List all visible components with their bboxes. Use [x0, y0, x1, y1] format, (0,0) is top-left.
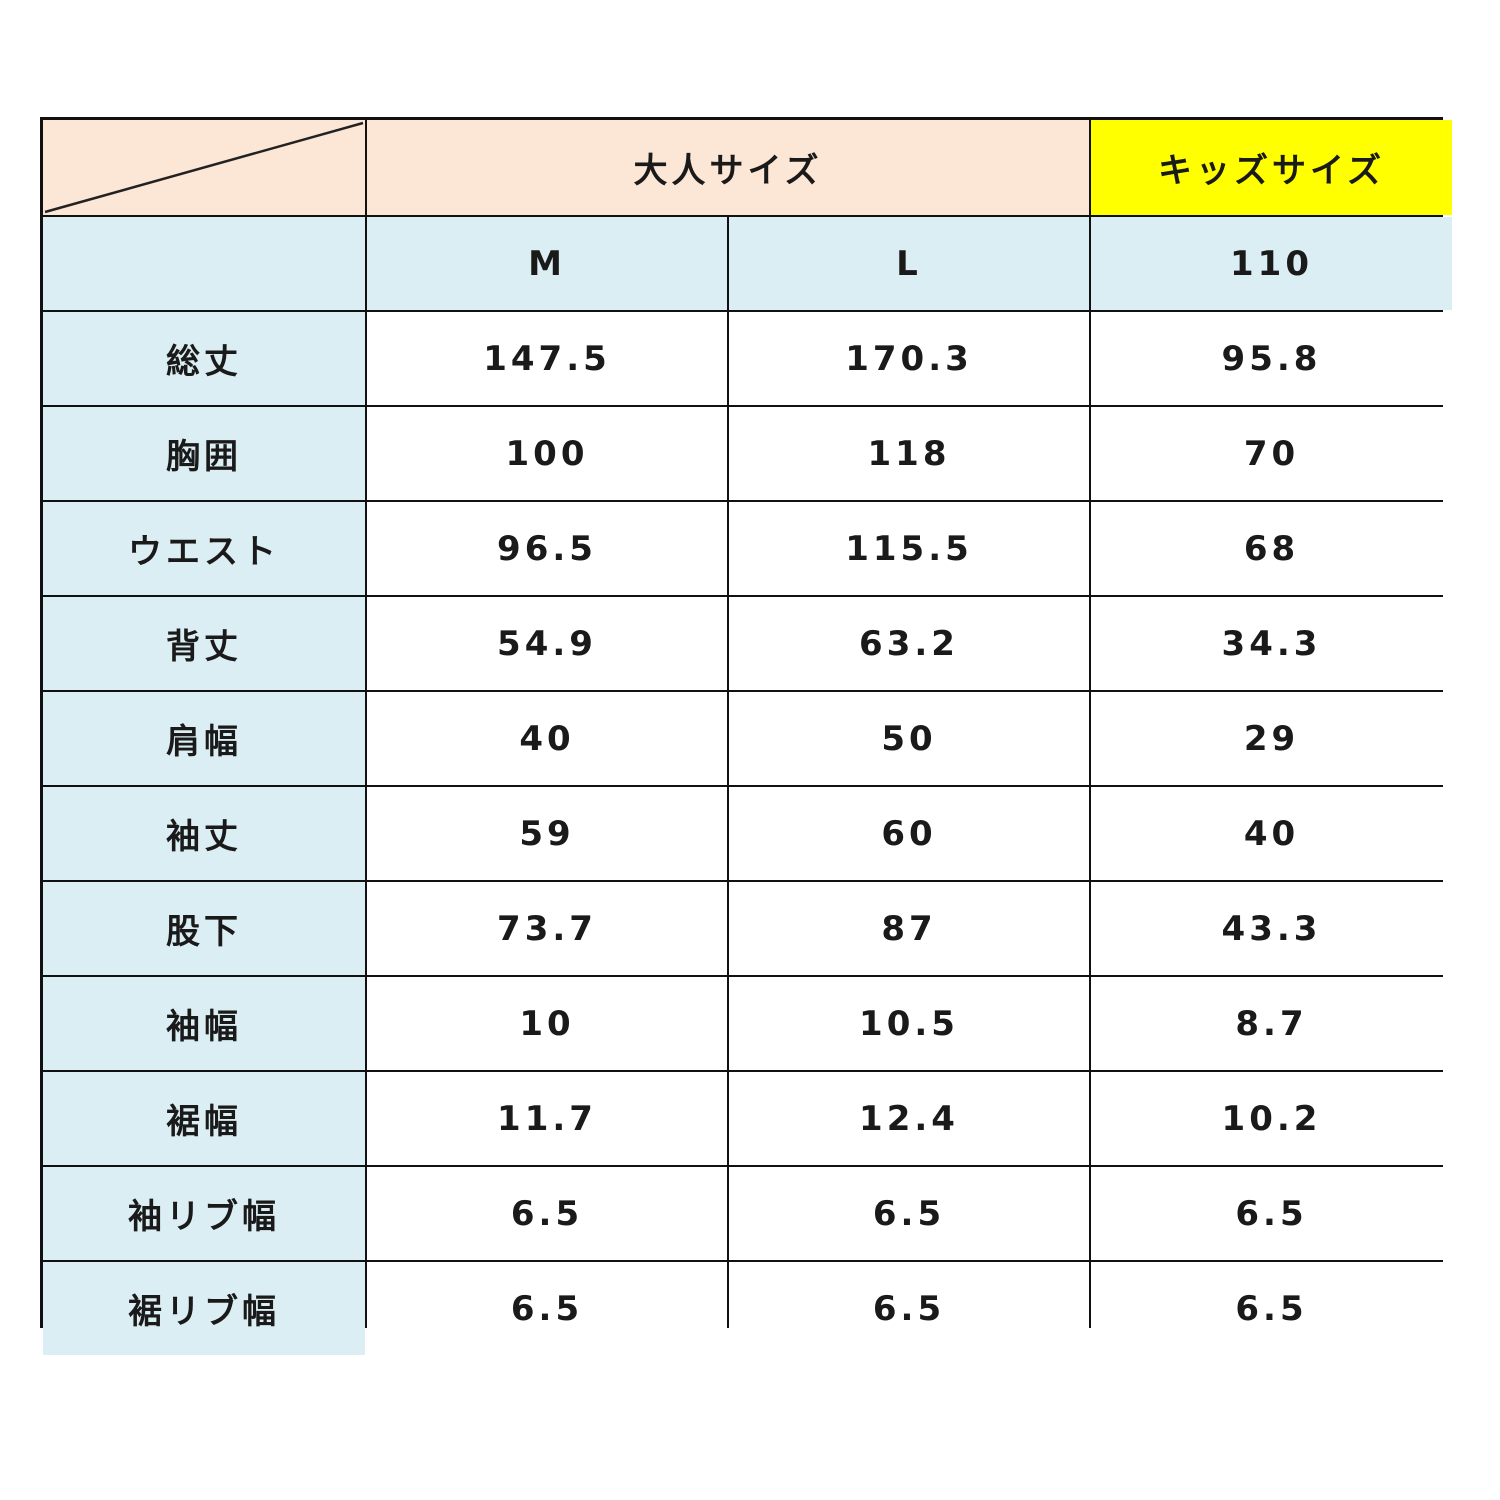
- table-cell: 170.3: [729, 312, 1089, 405]
- size-110: 110: [1091, 217, 1452, 310]
- table-cell: 115.5: [729, 502, 1089, 595]
- row-label: 裾リブ幅: [43, 1262, 365, 1355]
- row-label: 袖幅: [43, 977, 365, 1070]
- table-cell: 43.3: [1091, 882, 1452, 975]
- table-cell: 11.7: [367, 1072, 727, 1165]
- table-cell: 147.5: [367, 312, 727, 405]
- table-cell: 10.2: [1091, 1072, 1452, 1165]
- row-label: ウエスト: [43, 502, 365, 595]
- row-label: 袖リブ幅: [43, 1167, 365, 1260]
- table-cell: 29: [1091, 692, 1452, 785]
- table-cell: 10: [367, 977, 727, 1070]
- row-label: 袖丈: [43, 787, 365, 880]
- table-cell: 73.7: [367, 882, 727, 975]
- table-cell: 118: [729, 407, 1089, 500]
- row-label: 肩幅: [43, 692, 365, 785]
- kids-size-header: キッズサイズ: [1091, 120, 1452, 215]
- table-cell: 6.5: [1091, 1262, 1452, 1355]
- table-cell: 54.9: [367, 597, 727, 690]
- row-label: 胸囲: [43, 407, 365, 500]
- diagonal-line: [44, 121, 364, 214]
- size-m: M: [367, 217, 727, 310]
- table-cell: 50: [729, 692, 1089, 785]
- table-cell: 70: [1091, 407, 1452, 500]
- table-cell: 6.5: [729, 1167, 1089, 1260]
- table-cell: 6.5: [367, 1167, 727, 1260]
- adult-size-header: 大人サイズ: [367, 120, 1089, 215]
- table-cell: 100: [367, 407, 727, 500]
- table-cell: 87: [729, 882, 1089, 975]
- table-cell: 60: [729, 787, 1089, 880]
- table-cell: 10.5: [729, 977, 1089, 1070]
- row-label: 裾幅: [43, 1072, 365, 1165]
- table-cell: 40: [1091, 787, 1452, 880]
- row-label: 股下: [43, 882, 365, 975]
- table-cell: 95.8: [1091, 312, 1452, 405]
- table-cell: 68: [1091, 502, 1452, 595]
- table-cell: 8.7: [1091, 977, 1452, 1070]
- table-cell: 6.5: [367, 1262, 727, 1355]
- table-cell: 96.5: [367, 502, 727, 595]
- table-cell: 34.3: [1091, 597, 1452, 690]
- table-cell: 12.4: [729, 1072, 1089, 1165]
- table-cell: 63.2: [729, 597, 1089, 690]
- size-l: L: [729, 217, 1089, 310]
- table-cell: 40: [367, 692, 727, 785]
- row-label: 総丈: [43, 312, 365, 405]
- table-cell: 6.5: [729, 1262, 1089, 1355]
- table-cell: 59: [367, 787, 727, 880]
- row-label: 背丈: [43, 597, 365, 690]
- corner-cell: [43, 120, 365, 215]
- size-table: 大人サイズ キッズサイズ M L 110 総丈 147.5 170.3 95.8 胸囲 1…: [40, 117, 1452, 1355]
- table-cell: 6.5: [1091, 1167, 1452, 1260]
- size-label-empty: [43, 217, 365, 310]
